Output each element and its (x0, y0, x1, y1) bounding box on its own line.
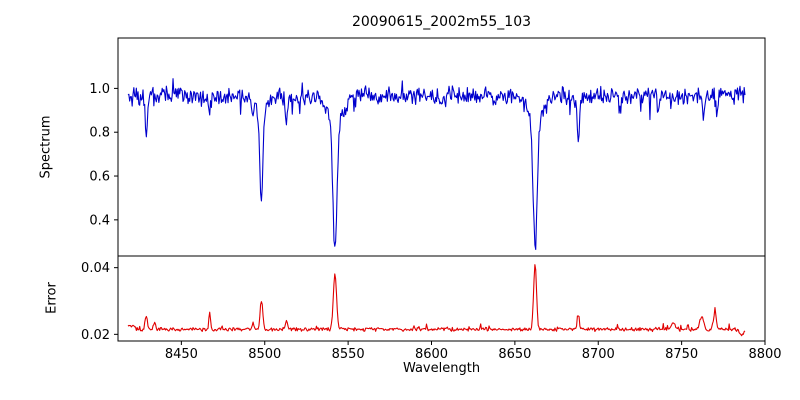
wavelength-axis-label: Wavelength (402, 361, 481, 376)
y-tick-label: 0.04 (81, 261, 110, 276)
error-line (127, 264, 746, 337)
x-tick-label: 8800 (748, 347, 781, 362)
x-tick-label: 8550 (332, 347, 365, 362)
x-tick-label: 8750 (665, 347, 698, 362)
y-tick-label: 0.6 (89, 170, 110, 185)
error-panel-border (117, 255, 766, 342)
chart-title: 20090615_2002m55_103 (351, 14, 532, 30)
spectrum-panel-border (117, 37, 766, 257)
y-tick-label: 0.4 (89, 213, 110, 228)
x-tick-label: 8500 (248, 347, 281, 362)
spectrum-line (127, 78, 746, 250)
x-tick-label: 8450 (165, 347, 198, 362)
y-tick-label: 0.02 (81, 328, 110, 343)
x-tick-label: 8600 (415, 347, 448, 362)
y-tick-label: 1.0 (89, 82, 110, 97)
x-tick-label: 8700 (582, 347, 615, 362)
y-tick-label: 0.8 (89, 126, 110, 141)
x-tick-label: 8650 (498, 347, 531, 362)
